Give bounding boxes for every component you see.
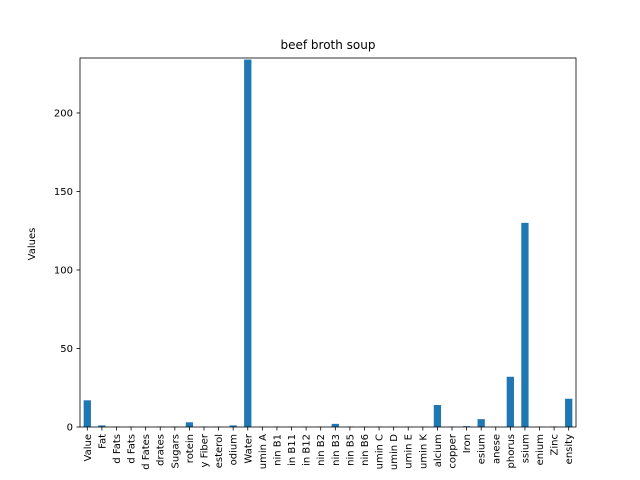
x-tick-label: y Fiber (200, 433, 211, 467)
y-tick-label: 100 (54, 265, 73, 276)
plot-area-frame (79, 57, 577, 428)
x-tick-label: nin B5 (345, 434, 356, 466)
x-tick-label: in B12 (302, 434, 313, 466)
bar (565, 398, 573, 427)
bar (331, 423, 339, 427)
y-axis-label: Values (27, 228, 38, 261)
x-tick-label: enium (535, 434, 546, 465)
x-tick-label: phorus (506, 434, 517, 468)
x-tick-label: nin B3 (331, 434, 342, 466)
x-tick-label: drates (156, 434, 167, 466)
x-tick-label: umin D (389, 434, 400, 470)
x-tick-label: nin B1 (272, 434, 283, 466)
x-tick-label: nin B6 (360, 434, 371, 466)
x-tick-label: alcium (433, 434, 444, 467)
x-tick-label: esium (477, 434, 488, 464)
x-tick-label: copper (448, 433, 459, 468)
x-tick-label: anese (491, 434, 502, 464)
x-tick-label: Iron (462, 434, 473, 453)
x-tick-label: Value (83, 434, 94, 461)
bar (98, 425, 106, 427)
y-tick-label: 0 (67, 423, 73, 434)
chart-title: beef broth soup (281, 38, 376, 52)
x-tick-label: d Fates (141, 434, 152, 470)
bars-group (83, 59, 573, 427)
x-tick-label: d Fats (127, 434, 138, 464)
x-tick-label: d Fats (112, 434, 123, 464)
x-tick-label: nin B2 (316, 434, 327, 466)
bar (185, 422, 194, 427)
x-tick-label: odium (229, 434, 240, 465)
bar (506, 376, 514, 427)
bar (521, 222, 529, 427)
x-tick-label: umin K (418, 434, 429, 469)
x-tick-label: umin E (404, 434, 415, 469)
x-tick-label: esterol (214, 434, 225, 468)
x-axis-ticks: Value Fat d Fats d Fats d Fates drates Sugars r… (83, 427, 575, 470)
y-tick-label: 150 (54, 187, 73, 198)
bar (477, 419, 485, 427)
x-tick-label: rotein (185, 434, 196, 463)
y-axis-ticks: 0 50 100 150 200 (54, 108, 80, 434)
x-tick-label: Water (243, 433, 254, 463)
x-tick-label: umin A (258, 434, 269, 469)
bar (433, 405, 442, 427)
x-tick-label: Sugars (170, 434, 181, 468)
bar (244, 59, 252, 427)
x-tick-label: umin C (375, 434, 386, 469)
bar (229, 425, 237, 427)
x-tick-label: in B11 (287, 434, 298, 466)
x-tick-label: ssium (520, 434, 531, 463)
x-tick-label: ensity (564, 434, 575, 464)
x-tick-label: Fat (97, 434, 108, 449)
y-tick-label: 200 (54, 108, 73, 119)
bar (83, 400, 91, 427)
y-tick-label: 50 (60, 344, 73, 355)
x-tick-label: Zinc (550, 434, 561, 455)
